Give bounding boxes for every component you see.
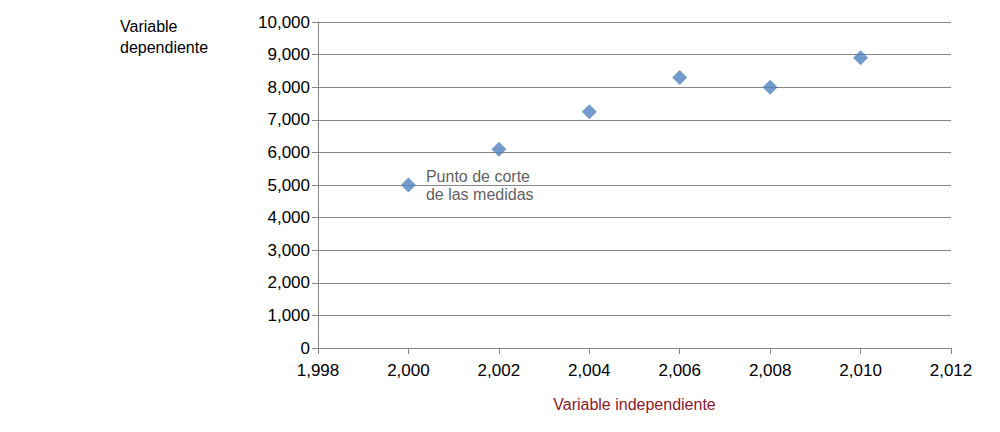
svg-text:2,000: 2,000 [267,273,310,292]
svg-text:10,000: 10,000 [258,13,310,32]
svg-text:Variable: Variable [120,18,178,35]
svg-text:5,000: 5,000 [267,176,310,195]
svg-text:2,000: 2,000 [387,361,430,380]
svg-text:Punto de corte: Punto de corte [426,168,530,185]
svg-text:2,006: 2,006 [658,361,701,380]
svg-text:2,002: 2,002 [478,361,521,380]
svg-text:0: 0 [301,339,310,358]
svg-text:de las medidas: de las medidas [426,186,534,203]
svg-text:3,000: 3,000 [267,241,310,260]
svg-text:1,998: 1,998 [297,361,340,380]
svg-text:8,000: 8,000 [267,78,310,97]
svg-text:1,000: 1,000 [267,306,310,325]
svg-text:2,008: 2,008 [749,361,792,380]
svg-text:2,004: 2,004 [568,361,611,380]
svg-text:6,000: 6,000 [267,143,310,162]
svg-text:9,000: 9,000 [267,45,310,64]
svg-text:dependiente: dependiente [120,39,208,56]
svg-text:Variable independiente: Variable independiente [553,396,716,413]
svg-text:2,012: 2,012 [930,361,973,380]
svg-text:7,000: 7,000 [267,110,310,129]
svg-text:4,000: 4,000 [267,208,310,227]
svg-text:2,010: 2,010 [839,361,882,380]
